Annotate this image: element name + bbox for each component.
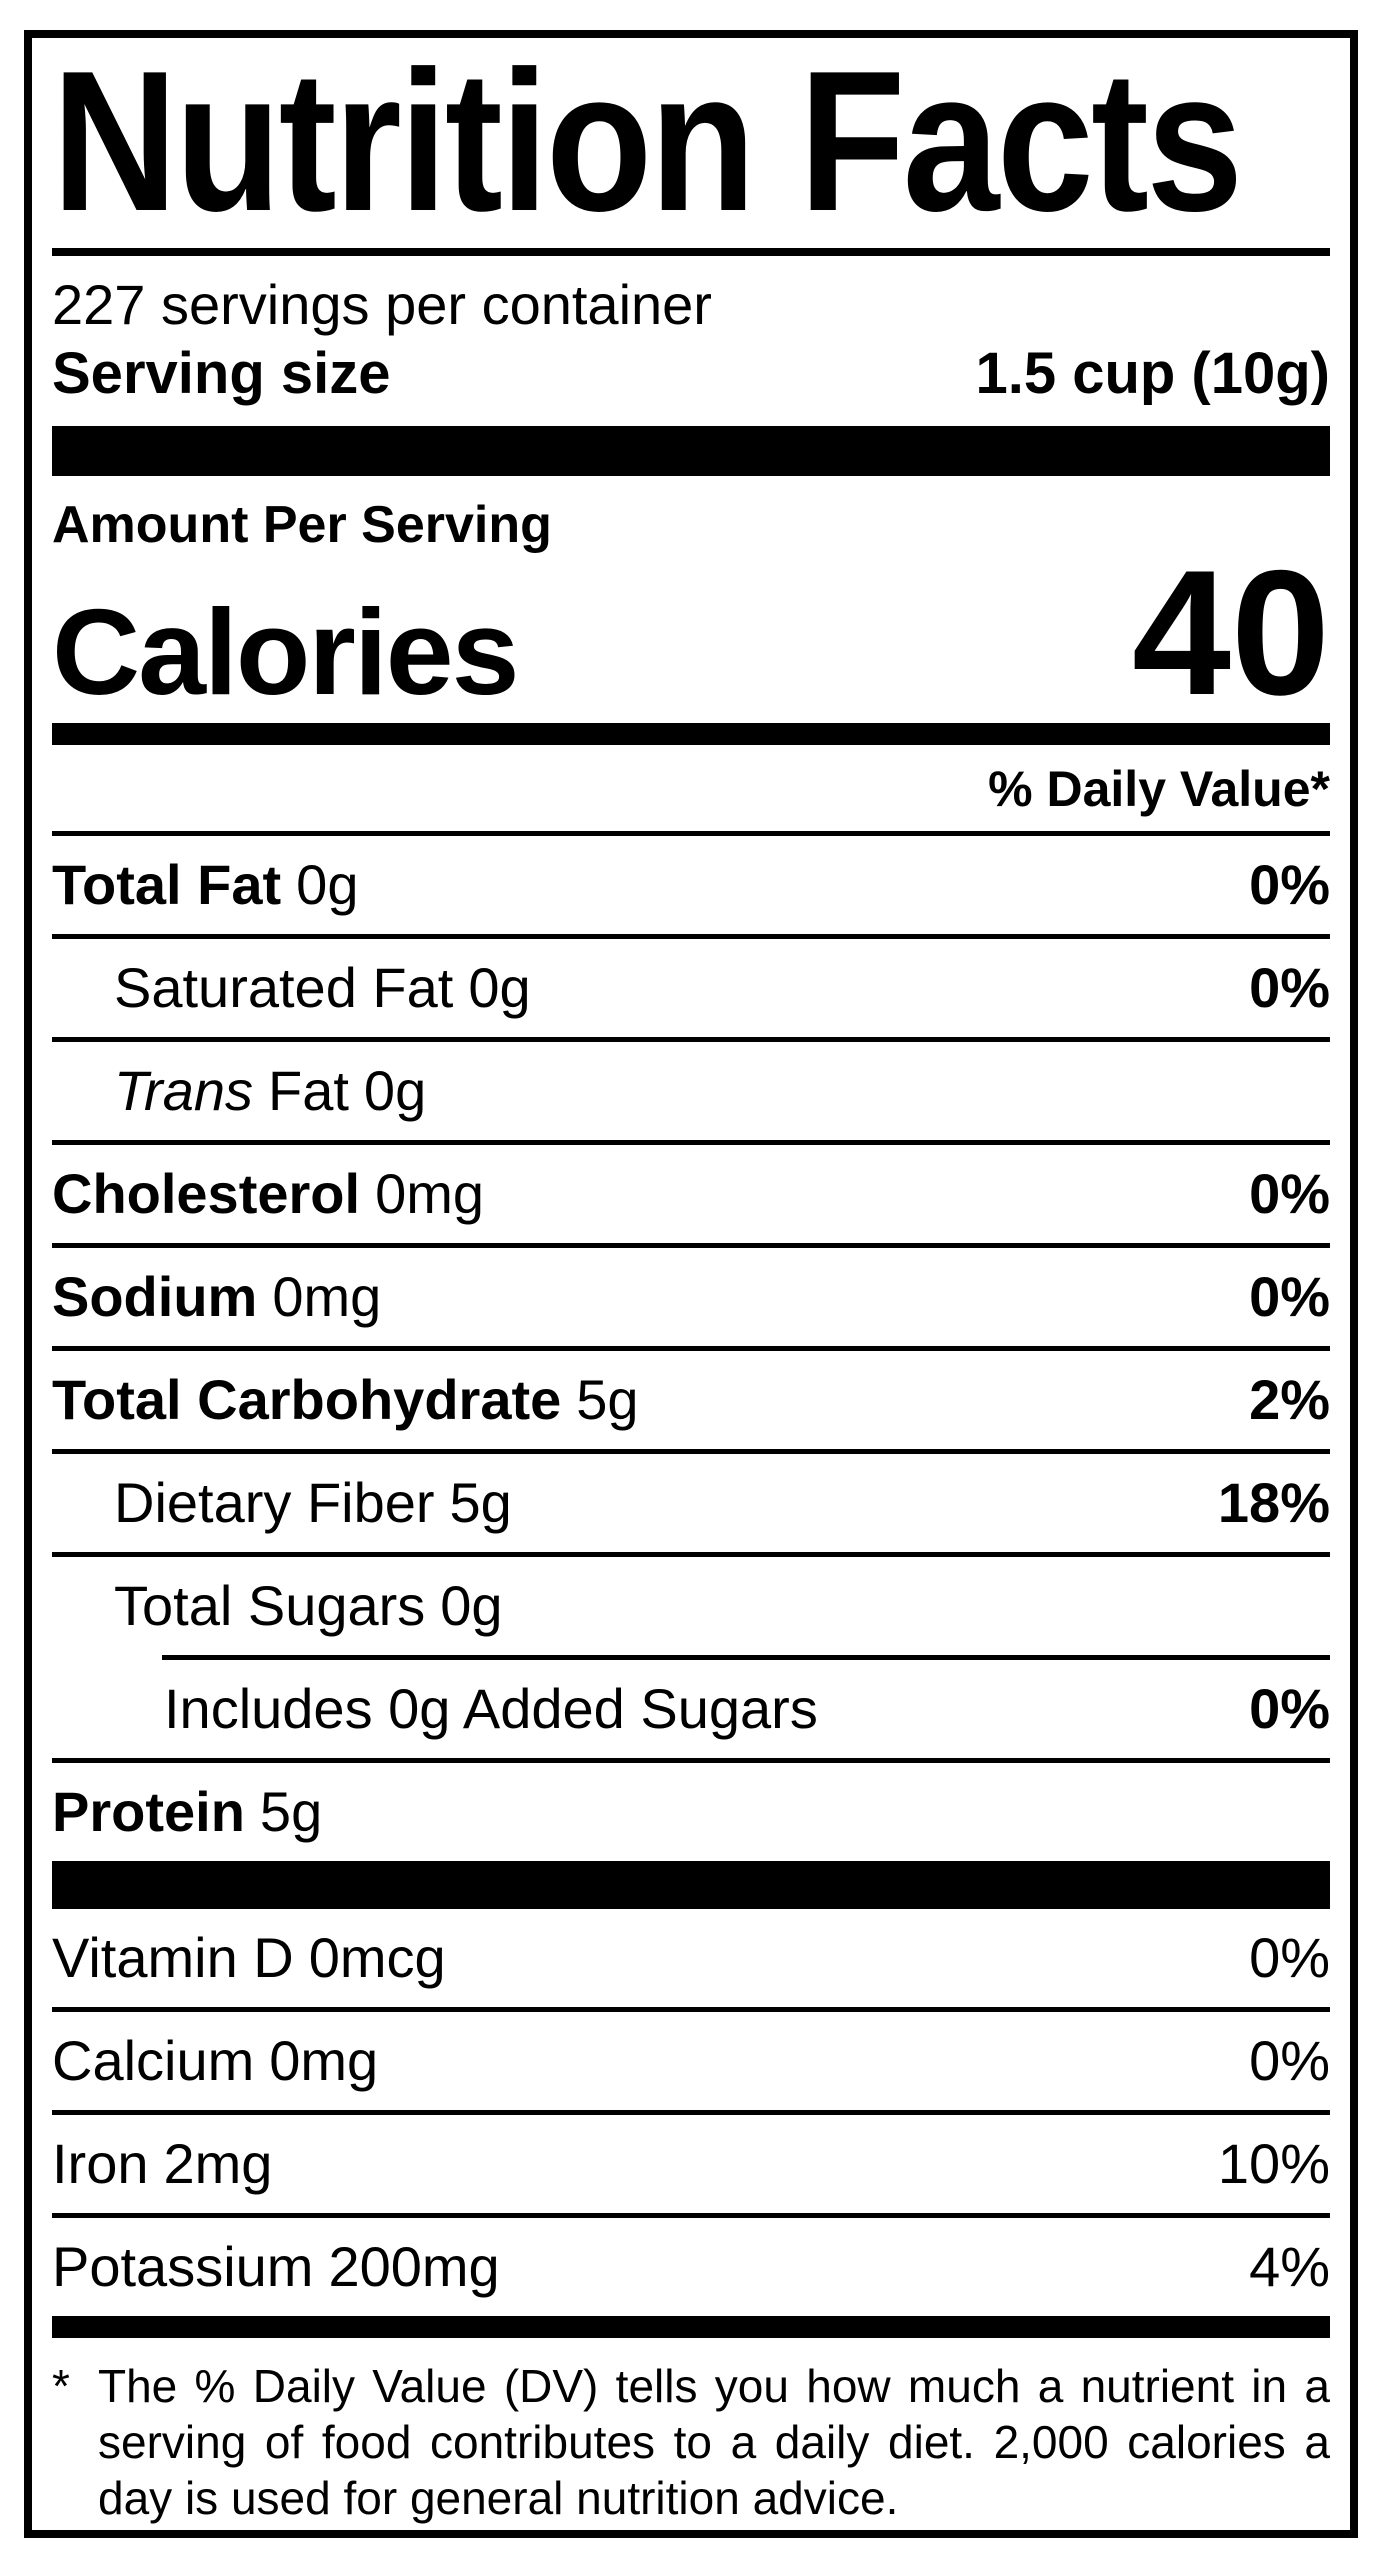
nutrient-cell: Includes 0g Added Sugars [52,1676,818,1740]
nutrient-amount: 2mg [163,2131,273,2195]
section-bar-vitamins [52,1860,1330,1909]
nutrient-name: Total Fat [52,852,282,916]
nutrient-name: Calcium [52,2028,255,2092]
daily-value-header: % Daily Value* [988,760,1330,817]
nutrient-cell: Iron 2mg [52,2131,273,2195]
nutrient-amount: 0g [440,1573,503,1637]
nutrient-dv: 2% [1249,1367,1330,1431]
nutrient-name: Total Sugars [114,1573,426,1637]
title-divider [52,248,1330,256]
nutrient-dv: 0% [1249,1161,1330,1225]
added-sugars-divider [162,1654,1330,1660]
servings-per-container: 227 servings per container [52,273,712,336]
nutrient-amount: 200mg [328,2234,500,2298]
calories-row: Calories 40 [52,533,1330,732]
nutrient-cell: Vitamin D 0mcg [52,1925,446,1989]
calories-bar [52,722,1330,745]
divider [52,2109,1330,2115]
micronutrient-row-vitamin-d: Vitamin D 0mcg 0% [52,1909,1330,2007]
nutrient-cell: Calcium 0mg [52,2028,379,2092]
nutrient-cell: Cholesterol 0mg [52,1161,484,1225]
divider [52,1139,1330,1145]
nutrient-dv: 0% [1249,1264,1330,1328]
nutrient-row-total-carbohydrate: Total Carbohydrate 5g 2% [52,1351,1330,1449]
nutrient-cell: Protein 5g [52,1779,323,1843]
nutrient-dv: 10% [1217,2131,1330,2195]
nutrient-name: Saturated Fat [114,955,454,1019]
nutrient-amount: 5g [259,1779,323,1843]
divider [52,1242,1330,1248]
nutrient-cell: Trans Fat 0g [52,1058,427,1122]
nutrition-facts-label: Nutrition Facts 227 servings per contain… [24,30,1358,2538]
footnote-text: The % Daily Value (DV) tells you how muc… [98,2359,1330,2524]
nutrient-name: Dietary Fiber [114,1470,435,1534]
nutrient-row-added-sugars: Includes 0g Added Sugars 0% [52,1660,1330,1758]
nutrient-row-total-sugars: Total Sugars 0g [52,1557,1330,1655]
nutrient-dv: 18% [1217,1470,1330,1534]
serving-size-value: 1.5 cup (10g) [975,341,1330,406]
nutrient-amount: 0mg [272,1264,382,1328]
nutrient-name: Iron [52,2131,149,2195]
nutrient-row-sodium: Sodium 0mg 0% [52,1248,1330,1346]
nutrient-row-saturated-fat: Saturated Fat 0g 0% [52,939,1330,1037]
label-title: Nutrition Facts [52,30,1243,253]
nutrient-name: Sodium [52,1264,258,1328]
nutrient-cell: Total Fat 0g [52,852,359,916]
divider [52,1757,1330,1763]
nutrient-dv: 4% [1249,2234,1330,2298]
nutrient-row-cholesterol: Cholesterol 0mg 0% [52,1145,1330,1243]
nutrient-amount: 0g [296,852,359,916]
micronutrient-row-iron: Iron 2mg 10% [52,2115,1330,2213]
divider [52,933,1330,939]
nutrient-amount: 0mcg [308,1925,446,1989]
nutrient-cell: Potassium 200mg [52,2234,500,2298]
nutrient-name: Fat [268,1058,349,1122]
amount-per-serving-label: Amount Per Serving [52,496,552,554]
nutrient-cell: Sodium 0mg [52,1264,382,1328]
nutrient-dv: 0% [1249,1925,1330,1989]
nutrient-name: Potassium [52,2234,314,2298]
section-bar-top [52,426,1330,476]
nutrient-amount: 5g [576,1367,639,1431]
footnote-bar [52,2315,1330,2338]
nutrient-amount: 0g [363,1058,427,1122]
divider [52,1036,1330,1042]
footnote-marker: * [52,2359,70,2412]
nutrient-amount: 0mg [269,2028,379,2092]
nutrient-row-dietary-fiber: Dietary Fiber 5g 18% [52,1454,1330,1552]
nutrient-cell: Saturated Fat 0g [52,955,531,1019]
nutrient-amount: 5g [449,1470,512,1534]
micronutrient-row-calcium: Calcium 0mg 0% [52,2012,1330,2110]
calories-label: Calories [52,584,519,720]
divider [52,1551,1330,1557]
nutrient-row-trans-fat: Trans Fat 0g [52,1042,1330,1140]
nutrient-dv: 0% [1249,1676,1330,1740]
nutrient-amount: 0g [468,955,531,1019]
micronutrient-row-potassium: Potassium 200mg 4% [52,2218,1330,2316]
divider [52,830,1330,836]
serving-size-label: Serving size [52,341,391,406]
nutrient-row-protein: Protein 5g [52,1763,1330,1861]
nutrient-name: Includes 0g Added Sugars [164,1676,818,1740]
nutrient-dv: 0% [1249,852,1330,916]
nutrient-amount: 0mg [375,1161,484,1225]
divider [52,2212,1330,2218]
nutrient-cell: Total Carbohydrate 5g [52,1367,639,1431]
divider [52,2006,1330,2012]
divider [52,1448,1330,1454]
serving-size-row: Serving size 1.5 cup (10g) [52,340,1330,408]
nutrient-name: Cholesterol [52,1161,361,1225]
nutrient-cell: Total Sugars 0g [52,1573,503,1637]
calories-value: 40 [1132,533,1330,732]
footnote: * The % Daily Value (DV) tells you how m… [52,2358,1330,2526]
nutrient-name-italic: Trans [114,1058,253,1122]
nutrient-dv: 0% [1249,955,1330,1019]
nutrient-row-total-fat: Total Fat 0g 0% [52,836,1330,934]
divider [52,1345,1330,1351]
nutrient-name: Protein [52,1779,245,1843]
nutrient-dv: 0% [1249,2028,1330,2092]
nutrient-cell: Dietary Fiber 5g [52,1470,512,1534]
nutrient-name: Total Carbohydrate [52,1367,562,1431]
nutrient-name: Vitamin D [52,1925,294,1989]
